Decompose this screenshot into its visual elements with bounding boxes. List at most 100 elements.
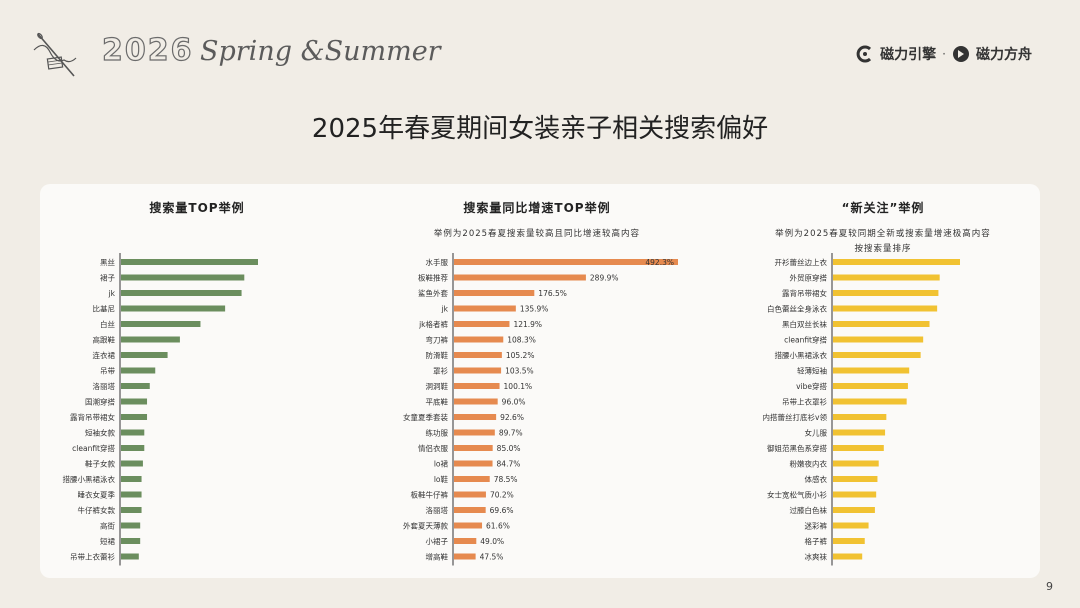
chart-1-category-label: 鞋子女款	[85, 459, 115, 469]
chart-1-category-label: 牛仔裤女款	[78, 505, 116, 515]
chart-3-category-label: 黑白双丝长袜	[782, 319, 827, 329]
chart-2-category-label: jk	[441, 305, 449, 314]
chart-title-3: “新关注”举例	[842, 200, 925, 215]
chart-3-bar	[833, 553, 863, 560]
chart-2-category-label: 外套夏天薄款	[403, 521, 448, 531]
chart-3-bar	[833, 383, 908, 389]
chart-3-bar	[833, 429, 886, 436]
chart-2-bar	[454, 321, 510, 327]
chart-2-bar	[454, 398, 498, 405]
chart-2-bar	[454, 352, 502, 358]
chart-3-bar	[833, 336, 924, 343]
chart-2-value-label: 92.6%	[500, 413, 524, 422]
chart-2-value-label: 108.3%	[507, 336, 536, 345]
chart-2-category-label: 情侣衣服	[418, 443, 448, 453]
chart-2-bar	[454, 383, 500, 389]
header: 2026 Spring &Summer 磁力引擎 · 磁力方舟	[0, 0, 1080, 80]
cili-engine-logo-icon	[856, 45, 872, 63]
chart-1-category-label: 连衣裙	[93, 350, 116, 360]
chart-1-category-label: 吊带	[100, 367, 115, 376]
chart-3-category-label: 外贸原穿搭	[790, 273, 828, 283]
chart-3-category-label: 御姐范黑色系穿搭	[767, 443, 827, 453]
chart-1-category-label: 措腰小黑裙泳衣	[63, 474, 116, 484]
chart-2-bar	[454, 429, 495, 436]
chart-3-bar	[833, 476, 878, 482]
chart-2-value-label: 100.1%	[504, 382, 533, 391]
chart-1-bar	[121, 553, 139, 560]
chart-2-value-label: 85.0%	[497, 444, 521, 453]
chart-1-bar	[121, 522, 141, 529]
chart-2-bar	[454, 445, 493, 451]
chart-1-bar	[121, 259, 258, 265]
cili-ark-logo-icon	[953, 46, 969, 62]
chart-1-bar	[121, 321, 201, 327]
chart-1-bar	[121, 476, 142, 482]
page-title: 2025年春夏期间女装亲子相关搜索偏好	[311, 114, 769, 144]
chart-subtitle2-3: 按搜索量排序	[854, 243, 911, 254]
chart-2-value-label: 49.0%	[480, 537, 504, 546]
chart-3-category-label: 格子裤	[805, 536, 828, 546]
chart-1-bar	[121, 460, 143, 467]
chart-3-bar	[833, 445, 884, 451]
chart-2-value-label: 61.6%	[486, 522, 510, 531]
chart-1-category-label: 睡衣女夏季	[78, 490, 116, 500]
page-number: 9	[1046, 580, 1053, 593]
chart-1-category-label: jk	[108, 289, 116, 298]
chart-3-bar	[833, 491, 877, 498]
chart-2-value-label: 105.2%	[506, 351, 535, 360]
chart-1-category-label: 裙子	[100, 273, 115, 283]
chart-3-bar	[833, 522, 869, 529]
chart-1-bar	[121, 352, 168, 358]
chart-2-value-label: 84.7%	[497, 460, 521, 469]
chart-1-category-label: 露背吊带裙女	[70, 412, 115, 422]
chart-1-bar	[121, 445, 145, 451]
chart-2-category-label: 防滑鞋	[426, 350, 449, 360]
org-right-name: 磁力方舟	[976, 47, 1032, 63]
chart-2-bar	[454, 336, 504, 343]
chart-2-value-label: 69.6%	[490, 506, 514, 515]
chart-3-category-label: vibe穿搭	[796, 381, 827, 391]
chart-2-value-label: 289.9%	[590, 274, 619, 283]
org-left-name: 磁力引擎	[880, 47, 937, 63]
chart-2-bar	[454, 553, 476, 560]
chart-3-bar	[833, 507, 875, 513]
chart-3-bar	[833, 460, 879, 467]
chart-1-bar	[121, 491, 142, 498]
chart-2-bar	[454, 414, 497, 420]
chart-2-value-label: 47.5%	[480, 553, 504, 562]
charts-panel: 搜索量TOP举例 黑丝 裙子 jk 比基尼 白丝 高跟鞋 连衣裙 吊带 洛丽塔 国潮穿搭 露背吊带裙女…	[40, 184, 1040, 578]
chart-3-bar	[833, 398, 907, 405]
chart-2-value-label: 121.9%	[513, 320, 542, 329]
chart-2-category-label: 增高鞋	[426, 552, 449, 562]
chart-1-bar	[121, 274, 245, 281]
chart-3-bar	[833, 414, 887, 420]
chart-subtitle-3: 举例为2025春夏较同期全新或搜索量增速极高内容	[775, 228, 991, 239]
chart-2-value-label: 135.9%	[520, 305, 549, 314]
chart-3-category-label: 轻薄短袖	[797, 366, 827, 376]
charts-canvas: 搜索量TOP举例黑丝裙子jk比基尼白丝高跟鞋连衣裙吊带洛丽塔国潮穿搭露背吊带裙女…	[63, 200, 991, 566]
chart-3-bar	[833, 538, 865, 544]
brand-year: 2026	[101, 32, 194, 68]
chart-3-category-label: 体感衣	[805, 474, 828, 484]
chart-3-bar	[833, 274, 940, 281]
chart-2-category-label: 平底鞋	[426, 397, 449, 407]
chart-1-category-label: 短袖女款	[85, 428, 115, 438]
chart-2-bar	[454, 274, 586, 281]
chart-3-bar	[833, 290, 939, 296]
chart-3-bar	[833, 367, 910, 374]
chart-1-bar	[121, 336, 180, 343]
chart-2-bar	[454, 367, 502, 374]
chart-2-bar	[454, 460, 493, 467]
org-separator: ·	[942, 47, 946, 61]
chart-2-category-label: 水手服	[426, 257, 449, 267]
chart-1-bar	[121, 290, 242, 296]
chart-3-bar	[833, 259, 960, 265]
chart-2-category-label: 练功服	[426, 428, 449, 438]
chart-1-category-label: 洛丽塔	[93, 381, 116, 391]
chart-1-category-label: 短裙	[100, 536, 115, 546]
chart-2-category-label: lo裙	[434, 459, 449, 469]
chart-title-1: 搜索量TOP举例	[149, 200, 244, 215]
chart-2-bar	[454, 507, 486, 513]
chart-1-bar	[121, 367, 156, 374]
chart-2-value-label: 492.3%	[645, 258, 674, 267]
